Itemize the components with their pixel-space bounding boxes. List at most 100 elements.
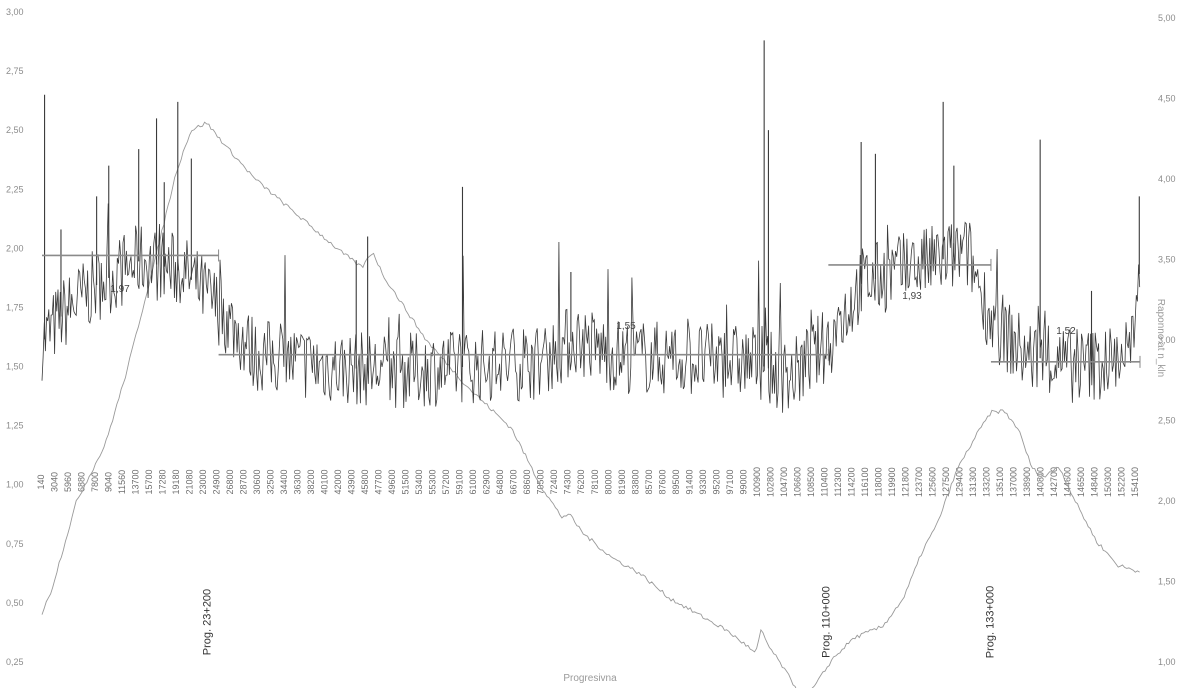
x-tick-label: 108500: [806, 467, 816, 497]
right-tick-label: 5,00: [1158, 13, 1176, 23]
x-tick-label: 3040: [50, 472, 60, 492]
x-tick-label: 93300: [698, 469, 708, 494]
segment-label: 1,52: [1056, 326, 1076, 337]
x-tick-label: 127500: [941, 467, 951, 497]
x-tick-label: 66700: [509, 469, 519, 494]
x-tick-label: 135100: [995, 467, 1005, 497]
x-tick-label: 144600: [1063, 467, 1073, 497]
x-tick-label: 119900: [887, 467, 897, 496]
x-tick-label: 114200: [846, 467, 856, 496]
x-tick-label: 24900: [212, 469, 222, 494]
x-tick-label: 13700: [131, 469, 141, 494]
x-tick-label: 9040: [104, 472, 114, 492]
x-tick-label: 55300: [428, 469, 438, 494]
x-tick-label: 68600: [522, 469, 532, 494]
x-tick-label: 110400: [819, 467, 829, 496]
x-tick-label: 51500: [401, 469, 411, 494]
left-tick-label: 0,25: [6, 657, 24, 667]
section-marker-label: Prog. 110+000: [821, 586, 833, 658]
x-tick-label: 148400: [1090, 467, 1100, 497]
roughness-series: [41, 40, 1141, 413]
x-tick-label: 47700: [374, 469, 384, 494]
right-tick-label: 2,00: [1158, 496, 1176, 506]
x-tick-label: 104700: [779, 467, 789, 497]
x-tick-label: 129400: [954, 467, 964, 497]
x-tick-label: 32500: [266, 469, 276, 494]
left-tick-label: 1,50: [6, 362, 24, 372]
x-tick-label: 62900: [482, 469, 492, 494]
x-tick-label: 137000: [1008, 467, 1018, 497]
x-tick-label: 142700: [1049, 467, 1059, 497]
left-axis-ticks: 3,00 2,75 2,50 2,25 2,00 1,75 1,50 1,25 1,00 0,75…: [6, 7, 24, 667]
x-axis-ticks: 140 3040 5960 6880 7800 9040 11560 13700 15700 17…: [36, 467, 1140, 497]
x-tick-label: 5960: [63, 472, 73, 492]
x-axis-label: Progresivna: [563, 673, 617, 684]
x-tick-label: 40100: [320, 469, 330, 494]
x-tick-label: 43900: [347, 469, 357, 494]
left-tick-label: 0,50: [6, 598, 24, 608]
x-tick-label: 34400: [279, 469, 289, 494]
x-tick-label: 138900: [1022, 467, 1032, 497]
right-axis-label: Raponno at n_kln: [1155, 299, 1166, 377]
x-tick-label: 85700: [644, 469, 654, 494]
segment-label: 1,93: [902, 291, 922, 302]
x-tick-label: 21080: [185, 469, 195, 494]
x-tick-label: 15700: [144, 469, 154, 494]
segment-mean-lines: [42, 249, 1141, 368]
left-tick-label: 3,00: [6, 7, 24, 17]
x-tick-label: 26800: [225, 469, 235, 494]
x-tick-label: 131300: [968, 467, 978, 497]
x-tick-label: 6880: [77, 472, 87, 492]
x-tick-label: 140: [36, 474, 46, 489]
segment-label: 1,55: [616, 321, 636, 332]
section-markers: Prog. 23+200 Prog. 110+000 Prog. 133+000: [202, 586, 997, 658]
left-tick-label: 1,75: [6, 302, 24, 312]
right-tick-label: 3,50: [1158, 255, 1176, 265]
x-tick-label: 36300: [293, 469, 303, 494]
x-tick-label: 89500: [671, 469, 681, 494]
right-axis-ticks: 5,00 4,50 4,00 3,50 3,00 2,50 2,00 1,50 1,00: [1158, 13, 1176, 667]
x-tick-label: 99000: [738, 469, 748, 494]
right-tick-label: 4,50: [1158, 94, 1176, 104]
x-tick-label: 76200: [576, 469, 586, 494]
x-tick-label: 133200: [981, 467, 991, 497]
x-tick-label: 30600: [252, 469, 262, 494]
x-tick-label: 59100: [455, 469, 465, 494]
right-tick-label: 2,50: [1158, 416, 1176, 426]
x-tick-label: 154100: [1130, 467, 1140, 497]
x-tick-label: 57200: [441, 469, 451, 494]
x-tick-label: 140800: [1036, 467, 1046, 497]
x-tick-label: 72400: [549, 469, 559, 494]
x-tick-label: 121800: [900, 467, 910, 497]
x-tick-label: 95200: [711, 469, 721, 494]
x-tick-label: 97100: [725, 469, 735, 494]
x-tick-label: 70500: [536, 469, 546, 494]
x-tick-label: 78100: [590, 469, 600, 494]
x-tick-label: 64800: [495, 469, 505, 494]
elevation-series: [41, 121, 1140, 688]
x-tick-label: 61000: [468, 469, 478, 494]
right-tick-label: 1,50: [1158, 577, 1176, 587]
x-tick-label: 118000: [873, 467, 883, 496]
x-tick-label: 102800: [765, 467, 775, 497]
left-tick-label: 1,25: [6, 421, 24, 431]
x-tick-label: 146500: [1076, 467, 1086, 497]
x-tick-label: 123700: [914, 467, 924, 497]
right-tick-label: 1,00: [1158, 657, 1176, 667]
x-tick-label: 83800: [630, 469, 640, 494]
x-tick-label: 91400: [684, 469, 694, 494]
x-tick-label: 74300: [563, 469, 573, 494]
section-marker-label: Prog. 23+200: [202, 589, 214, 655]
x-tick-label: 28700: [239, 469, 249, 494]
section-marker-label: Prog. 133+000: [985, 586, 997, 658]
right-tick-label: 4,00: [1158, 174, 1176, 184]
x-tick-label: 80000: [603, 469, 613, 494]
x-tick-label: 106600: [792, 467, 802, 497]
x-tick-label: 125600: [927, 467, 937, 497]
x-tick-label: 19180: [171, 469, 181, 494]
x-tick-label: 100900: [752, 467, 762, 497]
x-tick-label: 53400: [414, 469, 424, 494]
x-tick-label: 87600: [657, 469, 667, 494]
x-tick-label: 42000: [333, 469, 343, 494]
